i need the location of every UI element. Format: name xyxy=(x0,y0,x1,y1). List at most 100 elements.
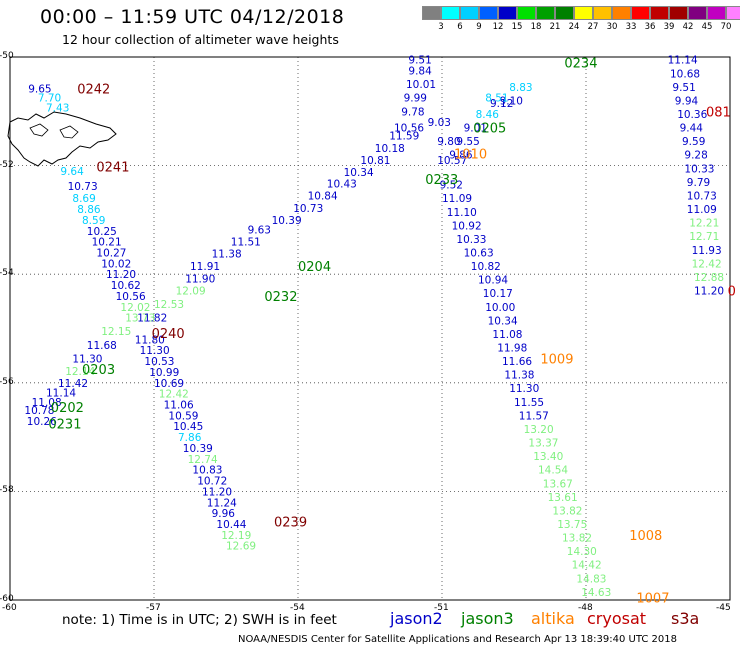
wave-height-value: 11.51 xyxy=(231,237,261,249)
wave-height-value: 8.59 xyxy=(82,215,105,227)
wave-height-value: 11.80 xyxy=(135,334,165,346)
latitude-label: -52 xyxy=(0,159,14,170)
wave-height-value: 9.86 xyxy=(449,150,473,162)
wave-height-value: 11.06 xyxy=(164,400,194,412)
color-swatch xyxy=(498,6,517,20)
pass-time-label: 1007 xyxy=(636,591,669,606)
wave-height-value: 10.99 xyxy=(149,367,179,379)
wave-height-value: 11.55 xyxy=(514,397,544,409)
wave-height-value: 14.83 xyxy=(576,573,606,585)
color-scale-label: 3 xyxy=(438,22,444,32)
wave-height-value: 11.09 xyxy=(442,193,472,205)
page-title: 00:00 – 11:59 UTC 04/12/2018 xyxy=(40,6,345,28)
pass-time-label: 0232 xyxy=(264,290,297,305)
wave-height-value: 9.51 xyxy=(408,55,431,67)
wave-height-value: 9.12 xyxy=(490,98,513,110)
color-swatch xyxy=(479,6,498,20)
wave-height-value: 13.20 xyxy=(524,424,554,436)
wave-height-value: 11.91 xyxy=(190,261,220,273)
wave-height-value: 7.70 xyxy=(38,93,61,105)
wave-height-value: 9.78 xyxy=(401,106,424,118)
color-swatch xyxy=(650,6,669,20)
wave-height-value: 11.20 xyxy=(106,269,136,281)
wave-height-value: 10.69 xyxy=(154,378,184,390)
color-swatch xyxy=(631,6,650,20)
pass-time-label: 1009 xyxy=(540,352,573,367)
wave-height-value: 11.30 xyxy=(72,353,102,365)
color-swatch xyxy=(669,6,688,20)
color-scale-label: 30 xyxy=(606,22,618,32)
wave-height-value: 10.25 xyxy=(87,226,117,238)
wave-height-value: 9.59 xyxy=(682,136,705,148)
legend-entry-s3a: s3a xyxy=(671,609,700,628)
pass-time-label: 0205 xyxy=(473,122,506,137)
wave-height-value: 10.56 xyxy=(394,123,424,135)
wave-height-value: 12.71 xyxy=(689,231,719,243)
wave-height-value: 11.68 xyxy=(87,340,117,352)
wave-height-value: 9.80 xyxy=(437,136,460,148)
color-scale xyxy=(422,6,740,20)
color-scale-label: 21 xyxy=(549,22,561,32)
wave-height-value: 10.17 xyxy=(483,288,513,300)
wave-height-value: 12.19 xyxy=(221,530,251,542)
wave-height-value: 7.43 xyxy=(46,102,69,114)
legend-entry-altika: altika xyxy=(531,609,575,628)
latitude-label: -58 xyxy=(0,485,14,496)
color-swatch xyxy=(460,6,479,20)
wave-height-value: 13.82 xyxy=(562,533,592,545)
wave-height-value: 10.84 xyxy=(308,190,338,202)
wave-height-value: 12.53 xyxy=(154,299,184,311)
wave-height-value: 9.28 xyxy=(684,150,707,162)
wave-height-value: 11.42 xyxy=(58,378,88,390)
wave-height-value: 12.74 xyxy=(188,454,218,466)
wave-height-value: 8.69 xyxy=(72,193,95,205)
longitude-label: -45 xyxy=(716,603,731,613)
wave-height-value: 13.40 xyxy=(533,451,563,463)
wave-height-value: 10.33 xyxy=(684,163,714,175)
color-scale-label: 33 xyxy=(625,22,637,32)
wave-height-value: 9.44 xyxy=(680,123,704,135)
wave-height-value: 11.10 xyxy=(447,207,477,219)
wave-height-value: 12.02 xyxy=(120,302,150,314)
color-swatch xyxy=(688,6,707,20)
wave-height-value: 9.63 xyxy=(248,225,271,237)
wave-height-value: 11.38 xyxy=(504,370,534,382)
color-swatch xyxy=(726,6,740,20)
land-outline xyxy=(7,111,117,167)
pass-time-label: 081 xyxy=(706,105,731,120)
wave-height-value: 10.39 xyxy=(272,215,302,227)
wave-height-value: 10.02 xyxy=(101,258,131,270)
pass-time-label: 0204 xyxy=(298,260,331,275)
color-scale-label: 12 xyxy=(492,22,504,32)
wave-height-value: 9.55 xyxy=(456,136,479,148)
wave-height-value: 10.43 xyxy=(327,179,357,191)
wave-height-value: 11.57 xyxy=(519,410,549,422)
wave-height-value: 11.20 xyxy=(694,285,724,297)
wave-height-value: 13.37 xyxy=(528,438,558,450)
wave-height-value: 10.59 xyxy=(168,410,198,422)
color-swatch xyxy=(612,6,631,20)
wave-height-value: 10.45 xyxy=(173,421,203,433)
color-swatch xyxy=(593,6,612,20)
wave-height-value: 10.34 xyxy=(344,167,374,179)
wave-height-value: 12.42 xyxy=(692,258,722,270)
wave-height-value: 9.96 xyxy=(212,508,236,520)
latitude-label: -54 xyxy=(0,268,14,279)
wave-height-value: 11.14 xyxy=(668,55,698,67)
wave-height-value: 10.18 xyxy=(375,143,405,155)
color-scale-label: 70 xyxy=(720,22,732,32)
pass-time-label: 0240 xyxy=(152,327,185,342)
wave-height-value: 9.84 xyxy=(408,66,432,78)
wave-height-value: 11.30 xyxy=(509,383,539,395)
wave-height-value: 9.51 xyxy=(672,82,695,94)
wave-height-value: 9.64 xyxy=(60,166,84,178)
wave-height-value: 9.65 xyxy=(28,83,51,95)
color-scale-label: 36 xyxy=(644,22,656,32)
wave-height-value: 11.98 xyxy=(497,343,527,355)
wave-height-value: 10.44 xyxy=(216,519,246,531)
wave-height-value: 10.26 xyxy=(27,416,57,428)
color-scale-label: 24 xyxy=(568,22,580,32)
falkland-islands-landmass xyxy=(7,111,117,167)
